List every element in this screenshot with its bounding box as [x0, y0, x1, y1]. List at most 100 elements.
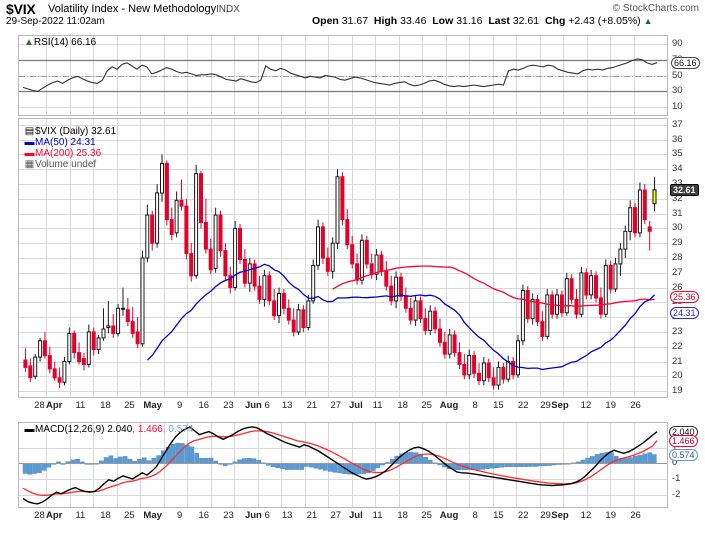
x-tick-8: 23 [223, 400, 234, 411]
x-tick-5: May [143, 510, 162, 521]
x-tick-13: 27 [330, 400, 342, 411]
price-legend-row-3: ▦Volume undef [24, 159, 116, 170]
x-tick-14: Jul [348, 400, 363, 411]
macd-legend-part-0: MACD(12,26,9) 2.040 [35, 424, 133, 435]
price-tick-22: 22 [672, 340, 683, 352]
x-tick-19: 8 [472, 510, 478, 521]
price-legend-row-1: ▬MA(50) 24.31 [24, 137, 116, 148]
price-tick-27: 27 [672, 266, 683, 278]
last-price-flag: 32.61 [670, 183, 699, 196]
x-tick-13: 27 [330, 510, 342, 521]
x-tick-25: 19 [605, 400, 616, 411]
x-tick-23: Sep [551, 400, 569, 411]
x-tick-24: 12 [580, 400, 592, 411]
x-tick-17: 25 [421, 400, 432, 411]
price-legend-row-2: ▬MA(200) 25.36 [24, 148, 116, 159]
price-legend: ▤$VIX (Daily) 32.61 ▬MA(50) 24.31 ▬MA(200)… [24, 126, 117, 170]
price-tick-33: 33 [672, 178, 683, 189]
x-tick-26: 26 [630, 510, 641, 521]
price-tick-19: 19 [672, 385, 683, 397]
low-value: 31.16 [456, 15, 483, 27]
x-tick-11: 13 [281, 400, 293, 411]
candlestick-plot [19, 119, 667, 397]
x-tick-9: Jun [244, 510, 262, 521]
price-tick-28: 28 [672, 252, 683, 263]
last-label: Last [488, 15, 510, 27]
chart-header: $VIX Volatility Index - New Methodology … [0, 0, 705, 30]
x-tick-26: 26 [630, 400, 641, 411]
price-legend-label-3: Volume undef [35, 159, 97, 170]
x-tick-17: 25 [421, 510, 432, 521]
x-tick-12: 21 [306, 510, 318, 521]
last-value: 32.61 [512, 15, 540, 27]
open-label: Open [312, 15, 339, 27]
chg-label: Chg [544, 15, 566, 27]
x-tick-22: 29 [540, 510, 551, 521]
rsi-tick-10: 10 [672, 101, 683, 113]
price-legend-label-1: MA(50) 24.31 [35, 137, 96, 148]
up-triangle-icon: ▲ [643, 16, 653, 26]
x-tick-20: 15 [493, 510, 504, 521]
rsi-panel [18, 35, 668, 116]
x-tick-0: 28 [34, 510, 45, 521]
rsi-legend-label: RSI(14) 66.16 [33, 37, 97, 48]
x-tick-18: Aug [439, 400, 459, 411]
candlestick-icon: ▤ [24, 126, 35, 137]
open-value: 31.67 [341, 15, 369, 27]
quote-bar: Open 31.67 High 33.46 Low 31.16 Last 32.… [312, 15, 653, 27]
x-tick-7: 16 [198, 510, 210, 521]
high-value: 33.46 [400, 15, 427, 27]
x-tick-21: 22 [517, 510, 529, 521]
x-tick-2: 11 [75, 400, 86, 411]
x-tick-16: 18 [397, 400, 408, 411]
x-tick-25: 19 [605, 510, 616, 521]
x-tick-23: Sep [551, 510, 569, 521]
price-tick-29: 29 [672, 237, 683, 249]
x-tick-7: 16 [198, 400, 210, 411]
price-tick-31: 31 [672, 207, 683, 219]
x-tick-4: 25 [124, 400, 135, 411]
x-tick-11: 13 [281, 510, 293, 521]
price-tick-34: 34 [672, 163, 683, 175]
price-legend-label-2: MA(200) 25.36 [35, 148, 102, 159]
x-tick-10: 6 [264, 400, 270, 411]
rsi-tick-90: 90 [672, 37, 683, 49]
price-tick-37: 37 [672, 118, 683, 130]
rsi-indicator-icon: ▲ [24, 37, 34, 48]
x-tick-15: 11 [372, 400, 383, 411]
macd-signal-flag: 1.466 [669, 434, 698, 447]
rsi-tick-30: 30 [672, 85, 683, 97]
x-tick-12: 21 [306, 400, 318, 411]
x-tick-14: Jul [348, 510, 363, 521]
x-tick-3: 18 [100, 400, 111, 411]
symbol-name: Volatility Index - New Methodology [48, 3, 217, 15]
x-tick-18: Aug [439, 510, 459, 521]
macd-plot [19, 423, 667, 507]
price-tick-23: 23 [672, 325, 683, 337]
x-tick-22: 29 [540, 400, 551, 411]
line-swatch-icon: ▬ [24, 424, 35, 435]
low-label: Low [432, 15, 454, 27]
x-tick-3: 18 [100, 510, 111, 521]
x-tick-8: 23 [223, 510, 234, 521]
price-legend-label-0: $VIX (Daily) 32.61 [35, 126, 117, 137]
x-tick-5: May [143, 400, 162, 411]
ma200-flag: 25.36 [670, 291, 699, 304]
price-tick-35: 35 [672, 148, 683, 160]
x-tick-0: 28 [34, 400, 45, 411]
line-swatch-icon: ▬ [24, 148, 35, 159]
x-tick-21: 22 [517, 400, 529, 411]
price-tick-20: 20 [672, 370, 683, 382]
quote-datetime: 29-Sep-2022 11:02am [6, 16, 105, 27]
chg-value: +2.43 (+8.05%) [568, 15, 641, 27]
price-legend-row-0: ▤$VIX (Daily) 32.61 [24, 126, 116, 137]
macd-legend-part-1: , 1.466 [132, 424, 163, 435]
rsi-legend: ▲RSI(14) 66.16 [24, 37, 96, 48]
line-swatch-icon: ▬ [24, 137, 35, 148]
price-tick-32: 32 [672, 192, 683, 204]
price-tick-26: 26 [672, 281, 683, 293]
x-tick-19: 8 [472, 400, 478, 411]
price-panel [18, 118, 668, 398]
rsi-tick-50: 50 [672, 69, 683, 81]
macd-legend: ▬MACD(12,26,9) 2.040, 1.466, 0.574 [24, 424, 194, 435]
